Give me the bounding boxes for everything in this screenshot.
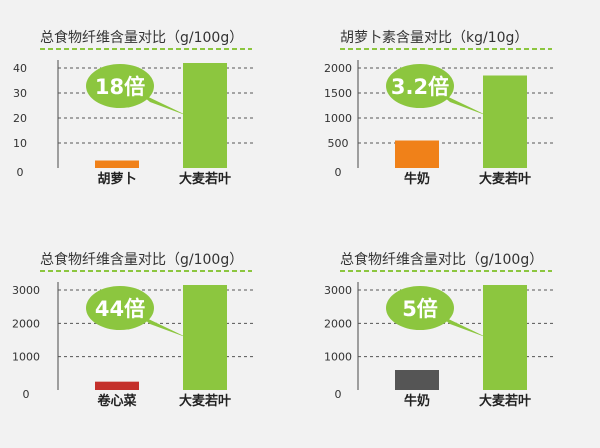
- y-tick-label: 20: [13, 112, 27, 125]
- chart-panel-2: 胡萝卜素含量对比（kg/10g） 0 500 1000 1500 2000 牛奶 大麦若叶 3.…: [324, 30, 555, 187]
- chart-panel-1: 总食物纤维含量对比（g/100g） 0 10 20 30 40 胡萝卜 大麦若叶 18倍: [13, 29, 255, 187]
- y-tick-label: 30: [13, 87, 27, 100]
- y-tick-label: 1500: [324, 87, 352, 100]
- y-tick-label: 0: [335, 388, 342, 401]
- bar-2: [483, 75, 527, 168]
- y-tick-label: 500: [328, 137, 349, 150]
- bar-2: [483, 285, 527, 390]
- x-category-label: 大麦若叶: [179, 393, 231, 409]
- bar-2: [183, 63, 227, 168]
- chart-title: 胡萝卜素含量对比（kg/10g）: [340, 30, 528, 46]
- x-category-label: 大麦若叶: [479, 171, 531, 187]
- callout-bubble: [86, 286, 154, 330]
- y-tick-label: 1000: [324, 112, 352, 125]
- y-tick-label: 2000: [324, 317, 352, 330]
- y-tick-label: 2000: [12, 317, 40, 330]
- bar-2: [183, 285, 227, 390]
- y-tick-label: 2000: [324, 62, 352, 75]
- bar-1: [395, 370, 439, 390]
- x-category-label: 大麦若叶: [179, 171, 231, 187]
- callout-tail: [138, 92, 188, 116]
- y-tick-label: 0: [335, 166, 342, 179]
- y-tick-label: 3000: [324, 284, 352, 297]
- y-tick-label: 40: [13, 62, 27, 75]
- callout-text: 5倍: [402, 297, 438, 321]
- chart-panel-3: 总食物纤维含量对比（g/100g） 0 1000 2000 3000 卷心菜 大麦若叶 44倍: [12, 251, 255, 409]
- callout-bubble: [386, 64, 454, 108]
- chart-title: 总食物纤维含量对比（g/100g）: [40, 29, 243, 46]
- x-category-label: 卷心菜: [97, 393, 136, 409]
- y-tick-label: 1000: [12, 351, 40, 364]
- y-tick-label: 1000: [324, 351, 352, 364]
- callout-tail: [438, 92, 488, 116]
- chart-panel-4: 总食物纤维含量对比（g/100g） 0 1000 2000 3000 牛奶 大麦若叶 5倍: [324, 251, 555, 409]
- callout-tail: [438, 314, 488, 338]
- x-category-label: 牛奶: [404, 171, 430, 187]
- x-category-label: 牛奶: [404, 393, 430, 409]
- y-tick-label: 0: [23, 388, 30, 401]
- bar-1: [395, 140, 439, 168]
- chart-title: 总食物纤维含量对比（g/100g）: [340, 251, 543, 268]
- chart-title: 总食物纤维含量对比（g/100g）: [40, 251, 243, 268]
- callout-tail: [138, 314, 188, 338]
- callout-text: 44倍: [95, 297, 145, 321]
- x-category-label: 胡萝卜: [97, 171, 136, 187]
- callout-text: 3.2倍: [391, 75, 449, 99]
- callout-bubble: [386, 286, 454, 330]
- y-tick-label: 10: [13, 137, 27, 150]
- y-tick-label: 0: [17, 166, 24, 179]
- bar-1: [95, 381, 139, 390]
- callout-text: 18倍: [95, 75, 145, 99]
- bar-1: [95, 160, 139, 168]
- y-tick-label: 3000: [12, 284, 40, 297]
- x-category-label: 大麦若叶: [479, 393, 531, 409]
- callout-bubble: [86, 64, 154, 108]
